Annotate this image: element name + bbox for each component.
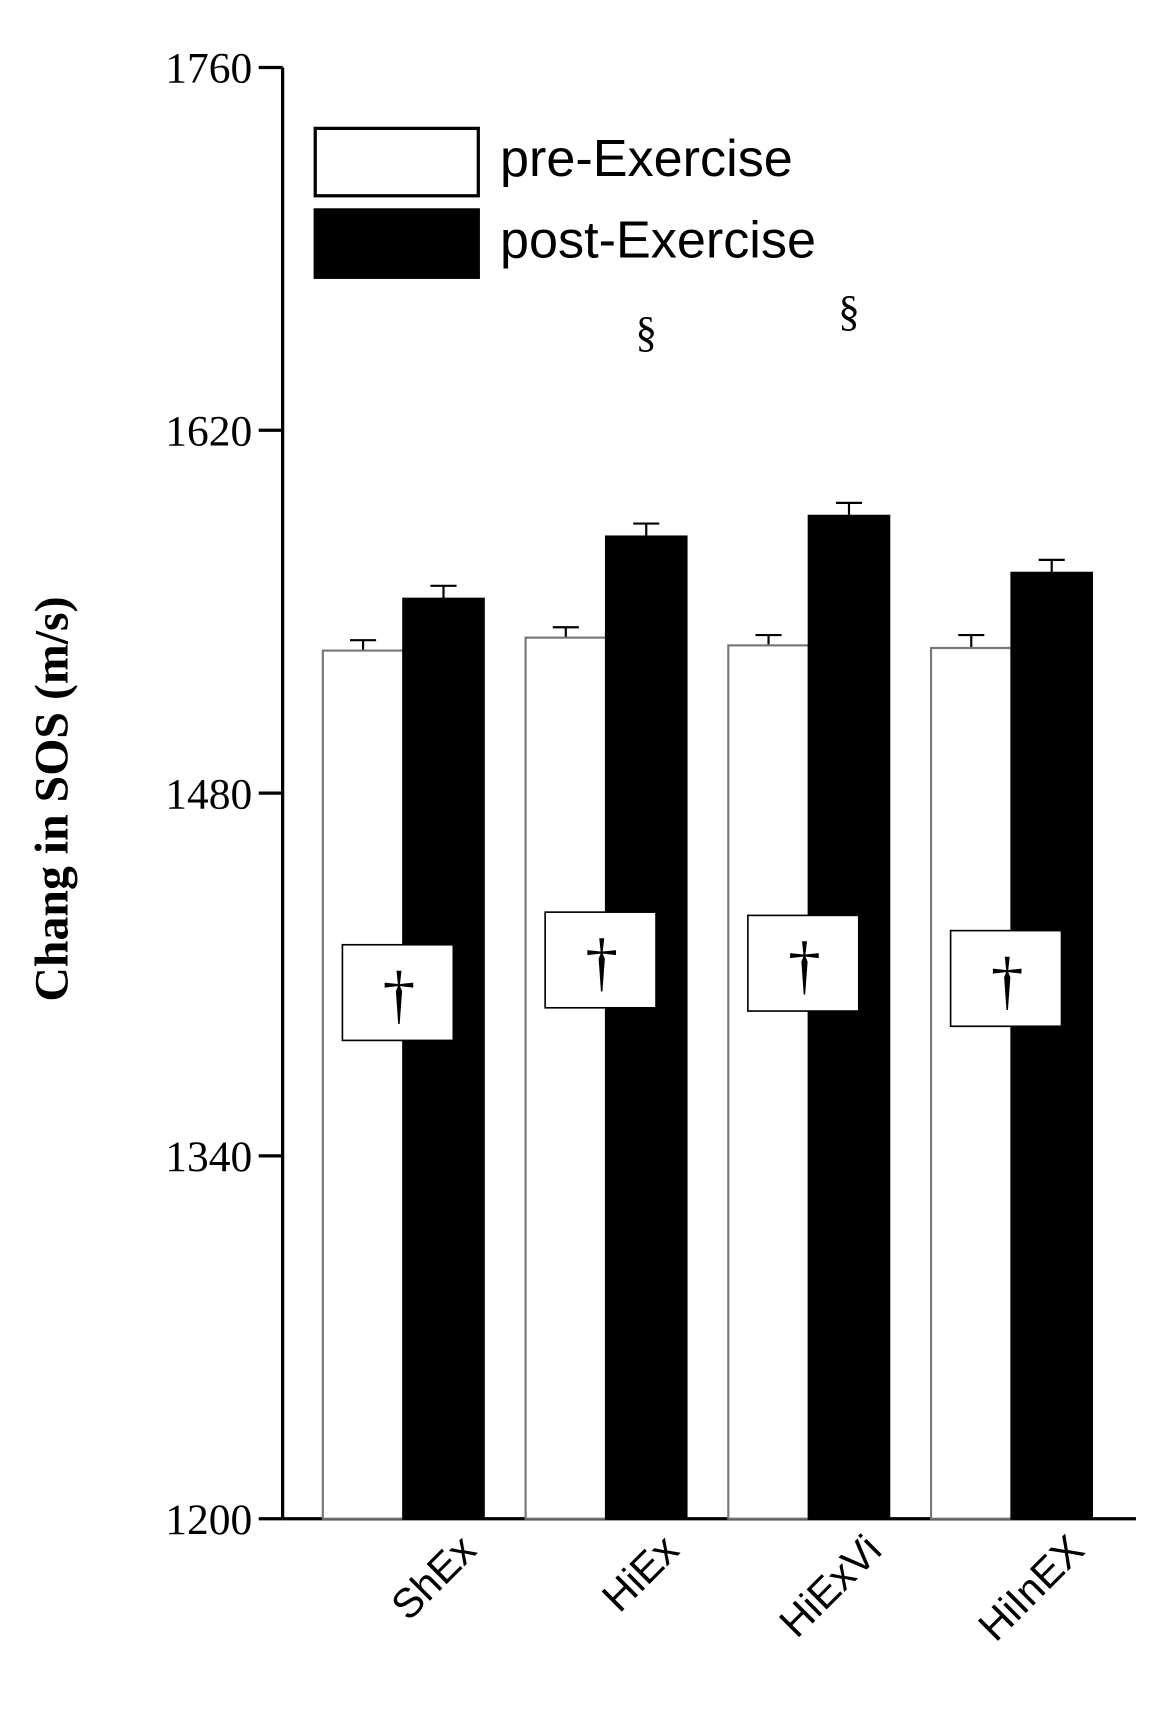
annotation: § bbox=[838, 288, 860, 336]
y-tick-label: 1760 bbox=[165, 45, 252, 93]
y-axis-label: Chang in SOS (m/s) bbox=[25, 596, 78, 1001]
legend-label: post-Exercise bbox=[500, 212, 816, 270]
legend-label: pre-Exercise bbox=[500, 130, 793, 188]
annotation: § bbox=[635, 308, 657, 356]
annotation-box bbox=[544, 911, 657, 1009]
bar bbox=[524, 636, 608, 1520]
annotation: † bbox=[991, 945, 1024, 1017]
x-tick-label: HiExVi bbox=[771, 1526, 891, 1646]
annotation-box bbox=[949, 929, 1063, 1028]
bar bbox=[321, 649, 405, 1520]
annotation: † bbox=[788, 930, 821, 1002]
bar bbox=[402, 597, 485, 1520]
y-tick-label: 1200 bbox=[165, 1496, 252, 1544]
bar bbox=[727, 644, 810, 1520]
y-tick-label: 1340 bbox=[165, 1133, 252, 1181]
legend-swatch bbox=[313, 126, 480, 198]
x-tick-label: HiEx bbox=[593, 1526, 687, 1620]
legend-swatch bbox=[313, 208, 480, 279]
bar bbox=[1010, 571, 1094, 1520]
annotation: † bbox=[585, 927, 618, 999]
x-tick-label: HiInEX bbox=[969, 1526, 1092, 1649]
annotation-box bbox=[747, 914, 860, 1012]
y-tick-label: 1480 bbox=[165, 770, 252, 818]
bar bbox=[604, 535, 688, 1520]
bar bbox=[807, 514, 891, 1520]
bar bbox=[929, 646, 1013, 1520]
annotation-box bbox=[341, 943, 455, 1042]
y-tick-label: 1620 bbox=[165, 408, 252, 456]
x-tick-label: ShEx bbox=[382, 1526, 485, 1629]
annotation: † bbox=[383, 959, 416, 1031]
